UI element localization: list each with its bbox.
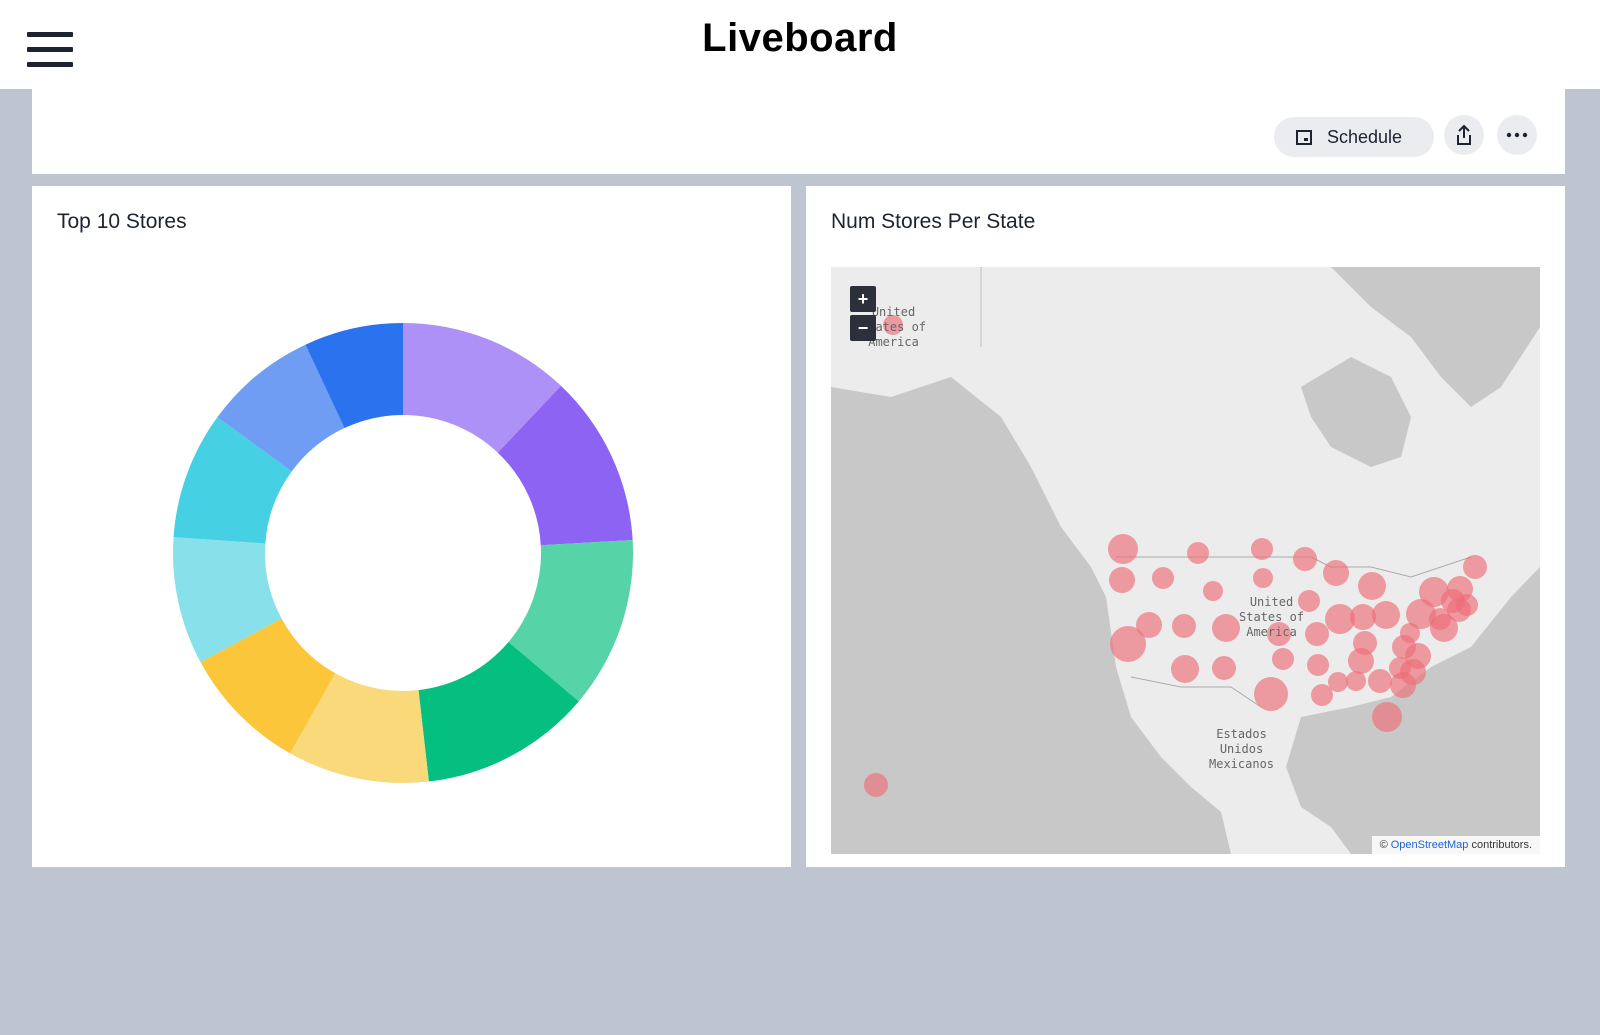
zoom-in-button[interactable]: + <box>850 286 876 312</box>
store-bubble[interactable] <box>1298 590 1320 612</box>
store-bubble[interactable] <box>1346 671 1366 691</box>
store-bubble[interactable] <box>1463 555 1487 579</box>
donut-slice[interactable] <box>508 540 633 702</box>
donut-slice[interactable] <box>305 323 403 429</box>
top-stores-card: Top 10 Stores <box>32 186 791 867</box>
donut-slice[interactable] <box>403 323 561 453</box>
store-bubble[interactable] <box>883 315 903 335</box>
donut-chart[interactable] <box>32 186 791 867</box>
schedule-button-label: Schedule <box>1327 126 1403 147</box>
liveboard-action-bar: Schedule <box>32 89 1565 174</box>
page-title: Liveboard <box>702 16 898 60</box>
store-bubble[interactable] <box>1323 560 1349 586</box>
store-bubble[interactable] <box>1152 567 1174 589</box>
store-bubble[interactable] <box>1203 581 1223 601</box>
donut-slice[interactable] <box>497 385 633 546</box>
top-bar: Liveboard <box>0 0 1600 89</box>
donut-slice[interactable] <box>217 344 345 472</box>
store-bubble[interactable] <box>1348 648 1374 674</box>
store-bubble[interactable] <box>1251 538 1273 560</box>
store-bubble[interactable] <box>1108 534 1138 564</box>
share-icon <box>1457 124 1471 145</box>
store-bubble[interactable] <box>1305 622 1329 646</box>
donut-slice[interactable] <box>418 641 579 782</box>
stores-per-state-title: Num Stores Per State <box>831 210 1036 233</box>
store-bubble[interactable] <box>1254 677 1288 711</box>
pacific-ocean <box>831 377 1231 854</box>
store-bubble[interactable] <box>1187 542 1209 564</box>
map-attribution: © OpenStreetMap contributors. <box>1371 836 1540 854</box>
zoom-out-button[interactable]: − <box>850 315 876 341</box>
calendar-icon <box>1296 130 1312 145</box>
store-bubble[interactable] <box>1307 654 1329 676</box>
hudson-bay <box>1301 357 1411 467</box>
store-bubble[interactable] <box>864 773 888 797</box>
attribution-suffix: contributors. <box>1471 839 1532 851</box>
store-bubble[interactable] <box>1110 626 1146 662</box>
map-label-mexico: Estados Unidos Mexicanos <box>1209 727 1275 771</box>
store-bubble[interactable] <box>1350 604 1376 630</box>
store-bubble[interactable] <box>1253 568 1273 588</box>
store-bubble[interactable] <box>1109 567 1135 593</box>
store-bubble[interactable] <box>1447 598 1471 622</box>
arctic-sea <box>1331 267 1540 407</box>
store-bubble[interactable] <box>1171 655 1199 683</box>
attribution-copyright: © <box>1379 839 1388 851</box>
donut-slice[interactable] <box>173 537 282 663</box>
more-options-button[interactable] <box>1497 115 1537 155</box>
store-bubble[interactable] <box>1172 614 1196 638</box>
share-button[interactable] <box>1444 115 1484 155</box>
store-bubble[interactable] <box>1429 608 1451 630</box>
map-label-usa: United States of America <box>1239 595 1305 639</box>
store-bubble[interactable] <box>1272 648 1294 670</box>
store-bubble[interactable] <box>1325 604 1355 634</box>
openstreetmap-link[interactable]: OpenStreetMap <box>1390 839 1469 851</box>
us-canada-border <box>1116 556 1472 578</box>
store-bubble[interactable] <box>1136 612 1162 638</box>
schedule-button[interactable]: Schedule <box>1274 117 1434 157</box>
donut-slice[interactable] <box>290 673 429 784</box>
top-stores-title: Top 10 Stores <box>57 210 187 233</box>
donut-slice[interactable] <box>173 417 292 544</box>
donut-slice[interactable] <box>200 618 336 754</box>
more-horizontal-icon <box>1506 132 1528 138</box>
store-bubble[interactable] <box>1212 656 1236 680</box>
stores-map[interactable]: United States of America United States o… <box>831 267 1540 854</box>
store-bubble[interactable] <box>1267 622 1291 646</box>
hamburger-menu-icon[interactable] <box>27 30 73 70</box>
atlantic-ocean <box>1286 567 1540 854</box>
store-bubble[interactable] <box>1311 684 1333 706</box>
store-bubble[interactable] <box>1372 702 1402 732</box>
store-bubble[interactable] <box>1212 614 1240 642</box>
stores-per-state-card: Num Stores Per State United States of Am… <box>806 186 1565 867</box>
store-bubble[interactable] <box>1293 547 1317 571</box>
store-bubble[interactable] <box>1372 601 1400 629</box>
store-bubble[interactable] <box>1328 672 1348 692</box>
map-canvas[interactable] <box>831 267 1540 854</box>
store-bubble[interactable] <box>1358 572 1386 600</box>
state-bubbles <box>864 315 1487 797</box>
us-mexico-border <box>1130 676 1262 708</box>
store-bubble[interactable] <box>1368 669 1392 693</box>
store-bubble[interactable] <box>1390 672 1416 698</box>
store-bubble[interactable] <box>1406 599 1436 629</box>
